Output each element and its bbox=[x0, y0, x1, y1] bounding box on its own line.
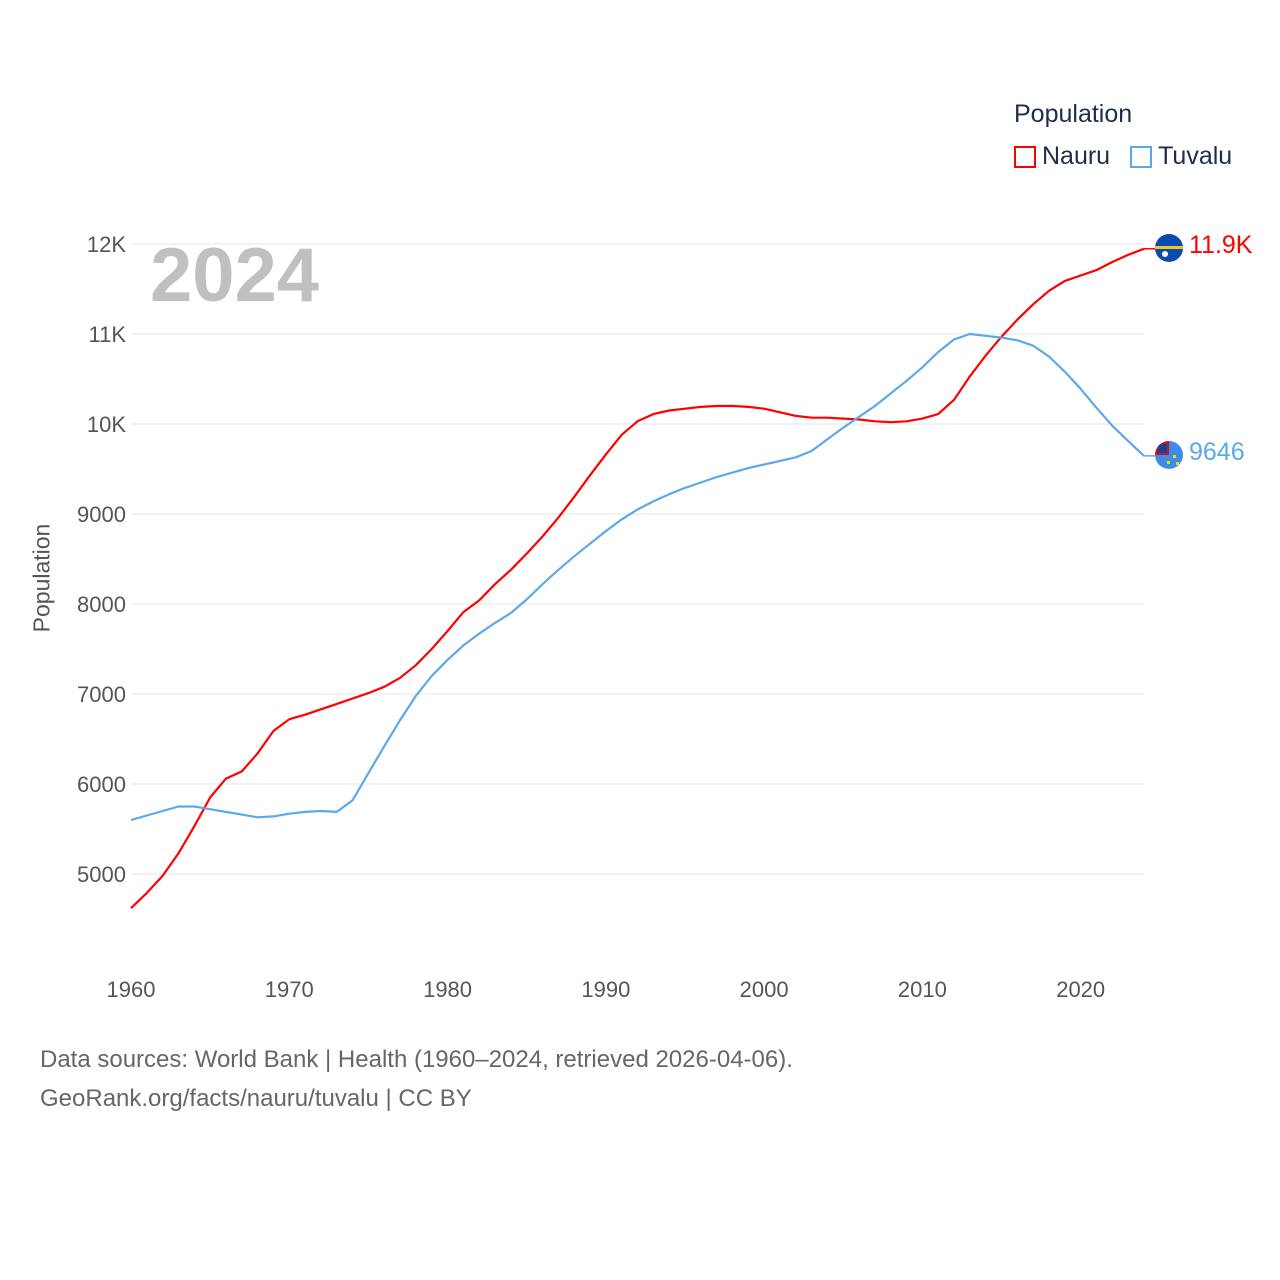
source-note: Data sources: World Bank | Health (1960–… bbox=[40, 1046, 793, 1073]
x-tick-label: 1980 bbox=[423, 977, 472, 1002]
legend-label: Nauru bbox=[1042, 142, 1111, 170]
x-tick-label: 2000 bbox=[740, 977, 789, 1002]
series-line-tuvalu bbox=[130, 332, 1145, 822]
legend-swatch bbox=[1014, 145, 1036, 168]
legend-swatch bbox=[1130, 145, 1153, 168]
y-tick-label: 5000 bbox=[77, 862, 126, 887]
y-tick-label: 12K bbox=[87, 232, 126, 257]
y-tick-label: 11K bbox=[88, 322, 126, 347]
legend-title: Population bbox=[1014, 100, 1133, 128]
x-tick-label: 2020 bbox=[1056, 977, 1105, 1002]
x-tick-label: 1970 bbox=[265, 977, 314, 1002]
source-link[interactable]: GeoRank.org/facts/nauru/tuvalu | CC BY bbox=[40, 1085, 472, 1112]
x-tick-label: 1960 bbox=[107, 977, 156, 1002]
nauru-end-label: 11.9K bbox=[1189, 231, 1253, 259]
year-label: 2024 bbox=[150, 233, 320, 318]
legend-label: Tuvalu bbox=[1158, 142, 1233, 170]
x-tick-label: 2010 bbox=[898, 977, 947, 1002]
y-tick-label: 9000 bbox=[77, 502, 126, 527]
y-tick-label: 10K bbox=[87, 412, 126, 437]
series-line-nauru bbox=[130, 247, 1145, 909]
legend-item-nauru[interactable]: Nauru bbox=[1014, 142, 1110, 171]
y-tick-label: 8000 bbox=[77, 592, 126, 617]
tuvalu-flag-icon bbox=[1155, 441, 1183, 469]
y-tick-label: 6000 bbox=[77, 772, 126, 797]
legend-item-tuvalu[interactable]: Tuvalu bbox=[1130, 142, 1232, 171]
y-tick-label: 7000 bbox=[77, 682, 126, 707]
x-tick-label: 1990 bbox=[581, 977, 630, 1002]
tuvalu-end-label: 9646 bbox=[1189, 438, 1245, 466]
legend: Nauru Tuvalu bbox=[1014, 142, 1232, 171]
nauru-flag-icon bbox=[1155, 234, 1183, 262]
y-axis-label: Population bbox=[28, 523, 55, 633]
